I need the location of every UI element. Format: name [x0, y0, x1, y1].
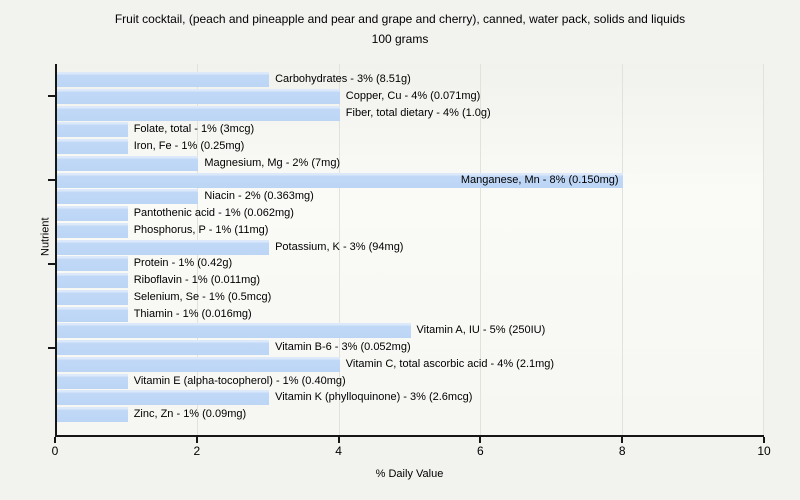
- bar-label: Protein - 1% (0.42g): [133, 257, 233, 270]
- nutrient-bar: [57, 390, 270, 406]
- nutrient-bar: [57, 407, 128, 422]
- y-axis-label: Nutrient: [39, 217, 52, 256]
- bar-row: Iron, Fe - 1% (0.25mg): [57, 139, 764, 154]
- bar-label: Selenium, Se - 1% (0.5mcg): [133, 290, 272, 303]
- bar-row: Manganese, Mn - 8% (0.150mg): [57, 172, 764, 188]
- x-axis-tick-label: 0: [51, 444, 59, 458]
- bar-label: Pantothenic acid - 1% (0.062mg): [133, 207, 294, 219]
- bar-label: Thiamin - 1% (0.016mg): [133, 307, 252, 320]
- gridline-x-6: [480, 64, 482, 435]
- x-axis-label: % Daily Value: [375, 468, 444, 480]
- x-axis: 0 2 4 6 8 10: [51, 437, 771, 463]
- bar-row: Phosphorus, P - 1% (11mg): [57, 222, 764, 238]
- nutrient-bar: [57, 189, 199, 205]
- bar-row: Niacin - 2% (0.363mg): [57, 189, 764, 205]
- bar-label: Vitamin K (phylloquinone) - 3% (2.6mcg): [275, 391, 473, 404]
- bar-label: Zinc, Zn - 1% (0.09mg): [133, 408, 247, 420]
- y-axis-tick: [48, 262, 57, 265]
- x-axis-tick: [763, 437, 765, 443]
- x-axis-tick-label: 10: [757, 444, 771, 458]
- nutrient-bar: [57, 222, 128, 238]
- nutrient-bar: Manganese, Mn - 8% (0.150mg): [57, 172, 623, 188]
- bar-row: Vitamin A, IU - 5% (250IU): [57, 323, 764, 339]
- nutrient-bar: [57, 122, 128, 138]
- bar-label: Magnesium, Mg - 2% (7mg): [204, 156, 341, 169]
- bar-label: Carbohydrates - 3% (8.51g): [275, 73, 411, 85]
- nutrient-bar: [57, 373, 128, 389]
- nutrient-bar: [57, 273, 128, 288]
- nutrient-bar: [57, 72, 270, 87]
- chart-title-line2: 100 grams: [371, 32, 429, 46]
- bar-row: Folate, total - 1% (3mcg): [57, 122, 764, 138]
- nutrient-bar: [57, 289, 128, 305]
- bar-row: Copper, Cu - 4% (0.071mg): [57, 88, 764, 104]
- gridline-x-10: [763, 64, 764, 435]
- bar-row: Potassium, K - 3% (94mg): [57, 239, 764, 255]
- bar-label: Fiber, total dietary - 4% (1.0g): [345, 106, 491, 119]
- x-axis-tick: [621, 437, 624, 443]
- bar-label: Phosphorus, P - 1% (11mg): [133, 223, 269, 236]
- nutrient-bar: [57, 356, 340, 372]
- nutrient-bar: [57, 239, 270, 255]
- bar-row: Fiber, total dietary - 4% (1.0g): [57, 105, 764, 121]
- x-axis-tick-label: 2: [193, 444, 201, 458]
- gridline-x-4: [338, 64, 340, 435]
- nutrient-bar: [57, 323, 411, 339]
- bar-label: Riboflavin - 1% (0.011mg): [133, 274, 261, 286]
- bar-label: Copper, Cu - 4% (0.071mg): [345, 89, 481, 102]
- y-axis-tick: [48, 179, 57, 181]
- bar-label: Vitamin E (alpha-tocopherol) - 1% (0.40m…: [133, 374, 346, 387]
- chart-title: Fruit cocktail, (peach and pineapple and…: [0, 9, 800, 49]
- x-axis-tick-label: 6: [477, 444, 484, 458]
- bar-label: Folate, total - 1% (3mcg): [133, 123, 255, 136]
- plot-area: Carbohydrates - 3% (8.51g) Copper, Cu - 4…: [48, 64, 764, 437]
- bar-label: Vitamin C, total ascorbic acid - 4% (2.1…: [345, 357, 555, 370]
- nutrient-bar: [57, 155, 199, 171]
- bar-row: Pantothenic acid - 1% (0.062mg): [57, 206, 764, 221]
- y-axis-tick: [48, 95, 57, 98]
- bar-row: Vitamin K (phylloquinone) - 3% (2.6mcg): [57, 390, 764, 406]
- nutrient-bar: [57, 206, 128, 221]
- bar-row: Vitamin E (alpha-tocopherol) - 1% (0.40m…: [57, 373, 764, 389]
- bar-row: Zinc, Zn - 1% (0.09mg): [57, 407, 764, 422]
- chart-title-line1: Fruit cocktail, (peach and pineapple and…: [114, 12, 686, 26]
- x-axis-tick: [54, 437, 56, 443]
- bar-label: Vitamin B-6 - 3% (0.052mg): [275, 341, 411, 353]
- x-axis-tick-label: 4: [335, 444, 342, 458]
- nutrient-bar: [57, 256, 128, 272]
- bar-label: Niacin - 2% (0.363mg): [204, 190, 314, 203]
- bar-row: Carbohydrates - 3% (8.51g): [57, 72, 764, 87]
- bar-row: Thiamin - 1% (0.016mg): [57, 306, 764, 322]
- bar-label: Potassium, K - 3% (94mg): [275, 240, 404, 253]
- bar-label: Iron, Fe - 1% (0.25mg): [133, 140, 245, 152]
- bar-row: Protein - 1% (0.42g): [57, 256, 764, 272]
- nutrient-bar: [57, 88, 340, 104]
- nutrient-bar: [57, 105, 340, 121]
- nutrient-bar: [57, 306, 128, 322]
- bar-row: Selenium, Se - 1% (0.5mcg): [57, 289, 764, 305]
- bar-label: Manganese, Mn - 8% (0.150mg): [460, 173, 619, 186]
- bar-row: Vitamin B-6 - 3% (0.052mg): [57, 340, 764, 355]
- x-axis-tick: [337, 437, 340, 443]
- bar-row: Vitamin C, total ascorbic acid - 4% (2.1…: [57, 356, 764, 372]
- bars-container: Carbohydrates - 3% (8.51g) Copper, Cu - 4…: [57, 72, 764, 422]
- nutrient-bar: [57, 340, 270, 355]
- bar-label: Vitamin A, IU - 5% (250IU): [416, 324, 546, 337]
- y-axis-tick: [48, 346, 57, 349]
- x-axis-tick: [195, 437, 198, 443]
- nutrient-bar: [57, 139, 128, 154]
- bar-row: Magnesium, Mg - 2% (7mg): [57, 155, 764, 171]
- x-axis-tick: [479, 437, 482, 443]
- gridline-x-8: [621, 64, 623, 435]
- x-axis-tick-label: 8: [618, 444, 626, 458]
- bar-row: Riboflavin - 1% (0.011mg): [57, 273, 764, 288]
